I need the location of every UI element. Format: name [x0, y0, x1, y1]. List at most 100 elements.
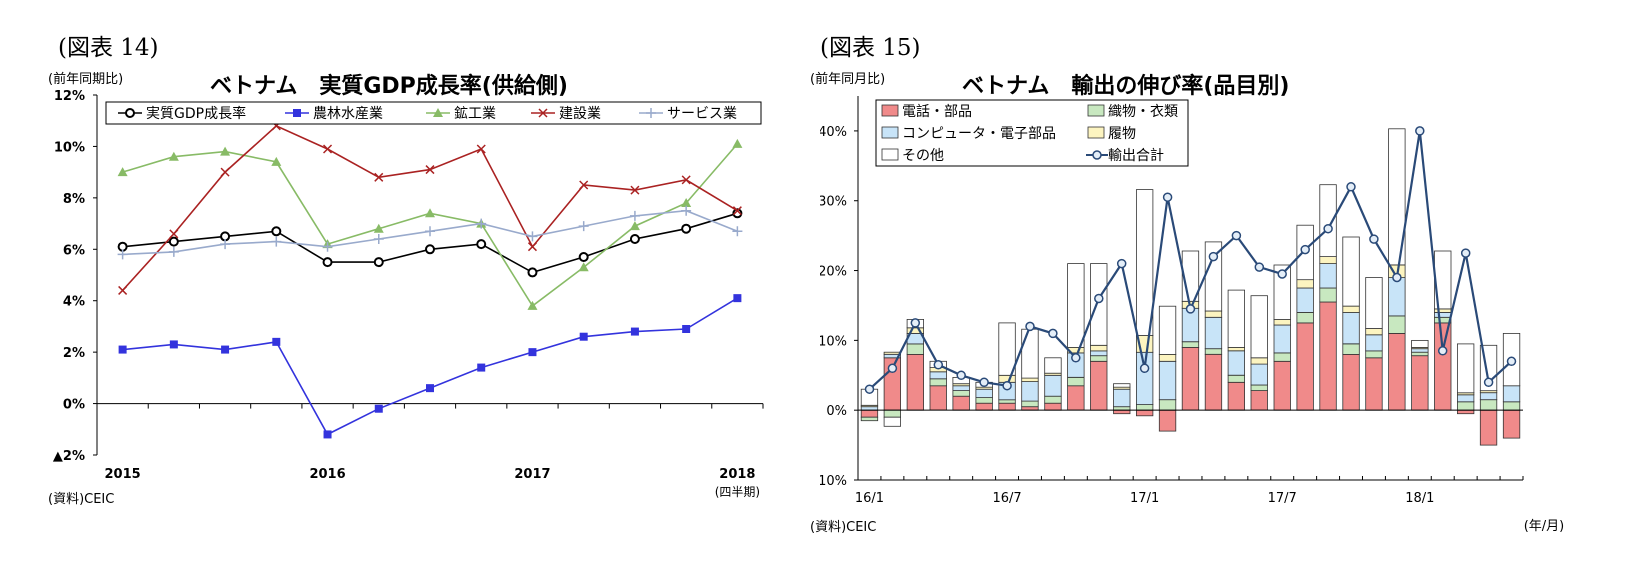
bar-segment: [1342, 353, 1360, 411]
bar-stack: [1250, 295, 1268, 411]
data-point: [373, 234, 384, 244]
data-point: [169, 340, 178, 349]
data-point: [682, 325, 691, 333]
bar-segment: [1181, 346, 1200, 411]
total-point: [1002, 380, 1012, 391]
data-point: [118, 285, 128, 295]
legend-box: [875, 99, 1189, 167]
bar-segment: [1250, 295, 1268, 359]
legend-label: 輸出合計: [1108, 148, 1164, 164]
bar-segment: [1021, 400, 1039, 408]
data-point: [732, 206, 742, 216]
bar-segment: [929, 385, 947, 411]
bar-segment: [1204, 310, 1223, 318]
bar-stack: [1135, 189, 1154, 417]
data-point: [527, 267, 538, 278]
bar-segment: [1090, 344, 1108, 352]
x-tick-label: 2018: [719, 467, 755, 482]
total-point: [1483, 377, 1494, 388]
data-point: [425, 244, 435, 255]
total-point: [956, 370, 966, 381]
series-0: [117, 208, 743, 278]
bar-stack: [1113, 383, 1131, 415]
legend-swatch: [881, 126, 899, 139]
data-point: [272, 337, 281, 346]
total-point: [1460, 248, 1471, 258]
bar-segment: [1250, 363, 1268, 386]
bar-segment: [1227, 374, 1246, 383]
total-series: [864, 126, 1517, 394]
bar-segment: [1296, 287, 1314, 313]
bar-segment: [1067, 263, 1085, 348]
bar-stack: [1342, 236, 1360, 411]
total-point: [1323, 223, 1333, 234]
bar-segment: [1090, 360, 1108, 411]
unit-note: (前年同月比): [810, 72, 886, 87]
total-point: [1139, 363, 1150, 374]
legend-swatch: [1087, 104, 1105, 117]
data-point: [732, 226, 743, 237]
data-point: [630, 327, 639, 336]
bar-stack: [1090, 263, 1108, 411]
bar-segment: [906, 343, 924, 355]
data-point: [323, 144, 333, 154]
data-point: [118, 345, 127, 354]
bar-segment: [1296, 279, 1314, 289]
bar-stack: [1434, 250, 1452, 411]
chart-title: ベトナム 輸出の伸び率(品目別): [962, 74, 1290, 99]
data-point: [271, 236, 282, 247]
total-point: [864, 384, 875, 394]
y-tick-label: 30%: [820, 195, 847, 210]
bar-segment: [975, 402, 993, 411]
bar-segment: [1227, 346, 1246, 352]
total-point: [1025, 321, 1035, 332]
data-point: [629, 234, 640, 244]
data-point: [117, 249, 128, 260]
x-tick-label: 17/1: [1130, 491, 1159, 506]
bar-segment: [1044, 374, 1062, 397]
bar-stack: [1319, 184, 1337, 411]
total-point: [1254, 262, 1265, 272]
series-4: [117, 205, 743, 260]
bar-segment: [1457, 343, 1475, 394]
bar-segment: [998, 402, 1016, 411]
x-tick-label: 17/7: [1268, 491, 1297, 506]
bar-segment: [1181, 341, 1200, 348]
y-tick-label: 20%: [820, 265, 847, 280]
bar-segment: [1365, 328, 1383, 336]
bar-segment: [1113, 383, 1131, 388]
bar-segment: [1250, 357, 1268, 365]
x-tick-label: 2015: [105, 467, 141, 482]
bar-segment: [860, 416, 879, 422]
data-point: [630, 185, 640, 195]
y-tick-label: 10%: [820, 334, 847, 349]
bar-segment: [1502, 409, 1521, 439]
y-tick-label: 10%: [54, 140, 85, 155]
bar-stack: [998, 322, 1016, 411]
data-point: [733, 294, 742, 303]
total-point: [1162, 192, 1173, 202]
data-point: [578, 252, 589, 262]
data-point: [220, 167, 230, 177]
bar-segment: [1502, 385, 1521, 403]
total-point: [1071, 353, 1081, 363]
legend-label: 実質GDP成長率: [146, 105, 246, 122]
data-point: [527, 242, 537, 252]
bar-segment: [1365, 277, 1383, 329]
bar-segment: [1434, 311, 1452, 318]
data-point: [579, 332, 588, 341]
bar-stack: [1067, 263, 1085, 411]
bar-segment: [1434, 322, 1452, 411]
total-point: [1369, 234, 1379, 244]
bar-segment: [1319, 263, 1337, 289]
data-point: [373, 223, 384, 233]
bar-segment: [998, 399, 1016, 404]
total-point: [1277, 269, 1287, 279]
bar-segment: [1021, 406, 1039, 411]
bar-segment: [1021, 328, 1039, 379]
bar-stack: [1158, 305, 1177, 432]
gdp-chart-panel: (図表 14) (前年同期比) ベトナム 実質GDP成長率(供給側) 12% 10…: [0, 0, 820, 581]
total-point: [979, 377, 989, 388]
bar-segment: [1158, 399, 1177, 411]
